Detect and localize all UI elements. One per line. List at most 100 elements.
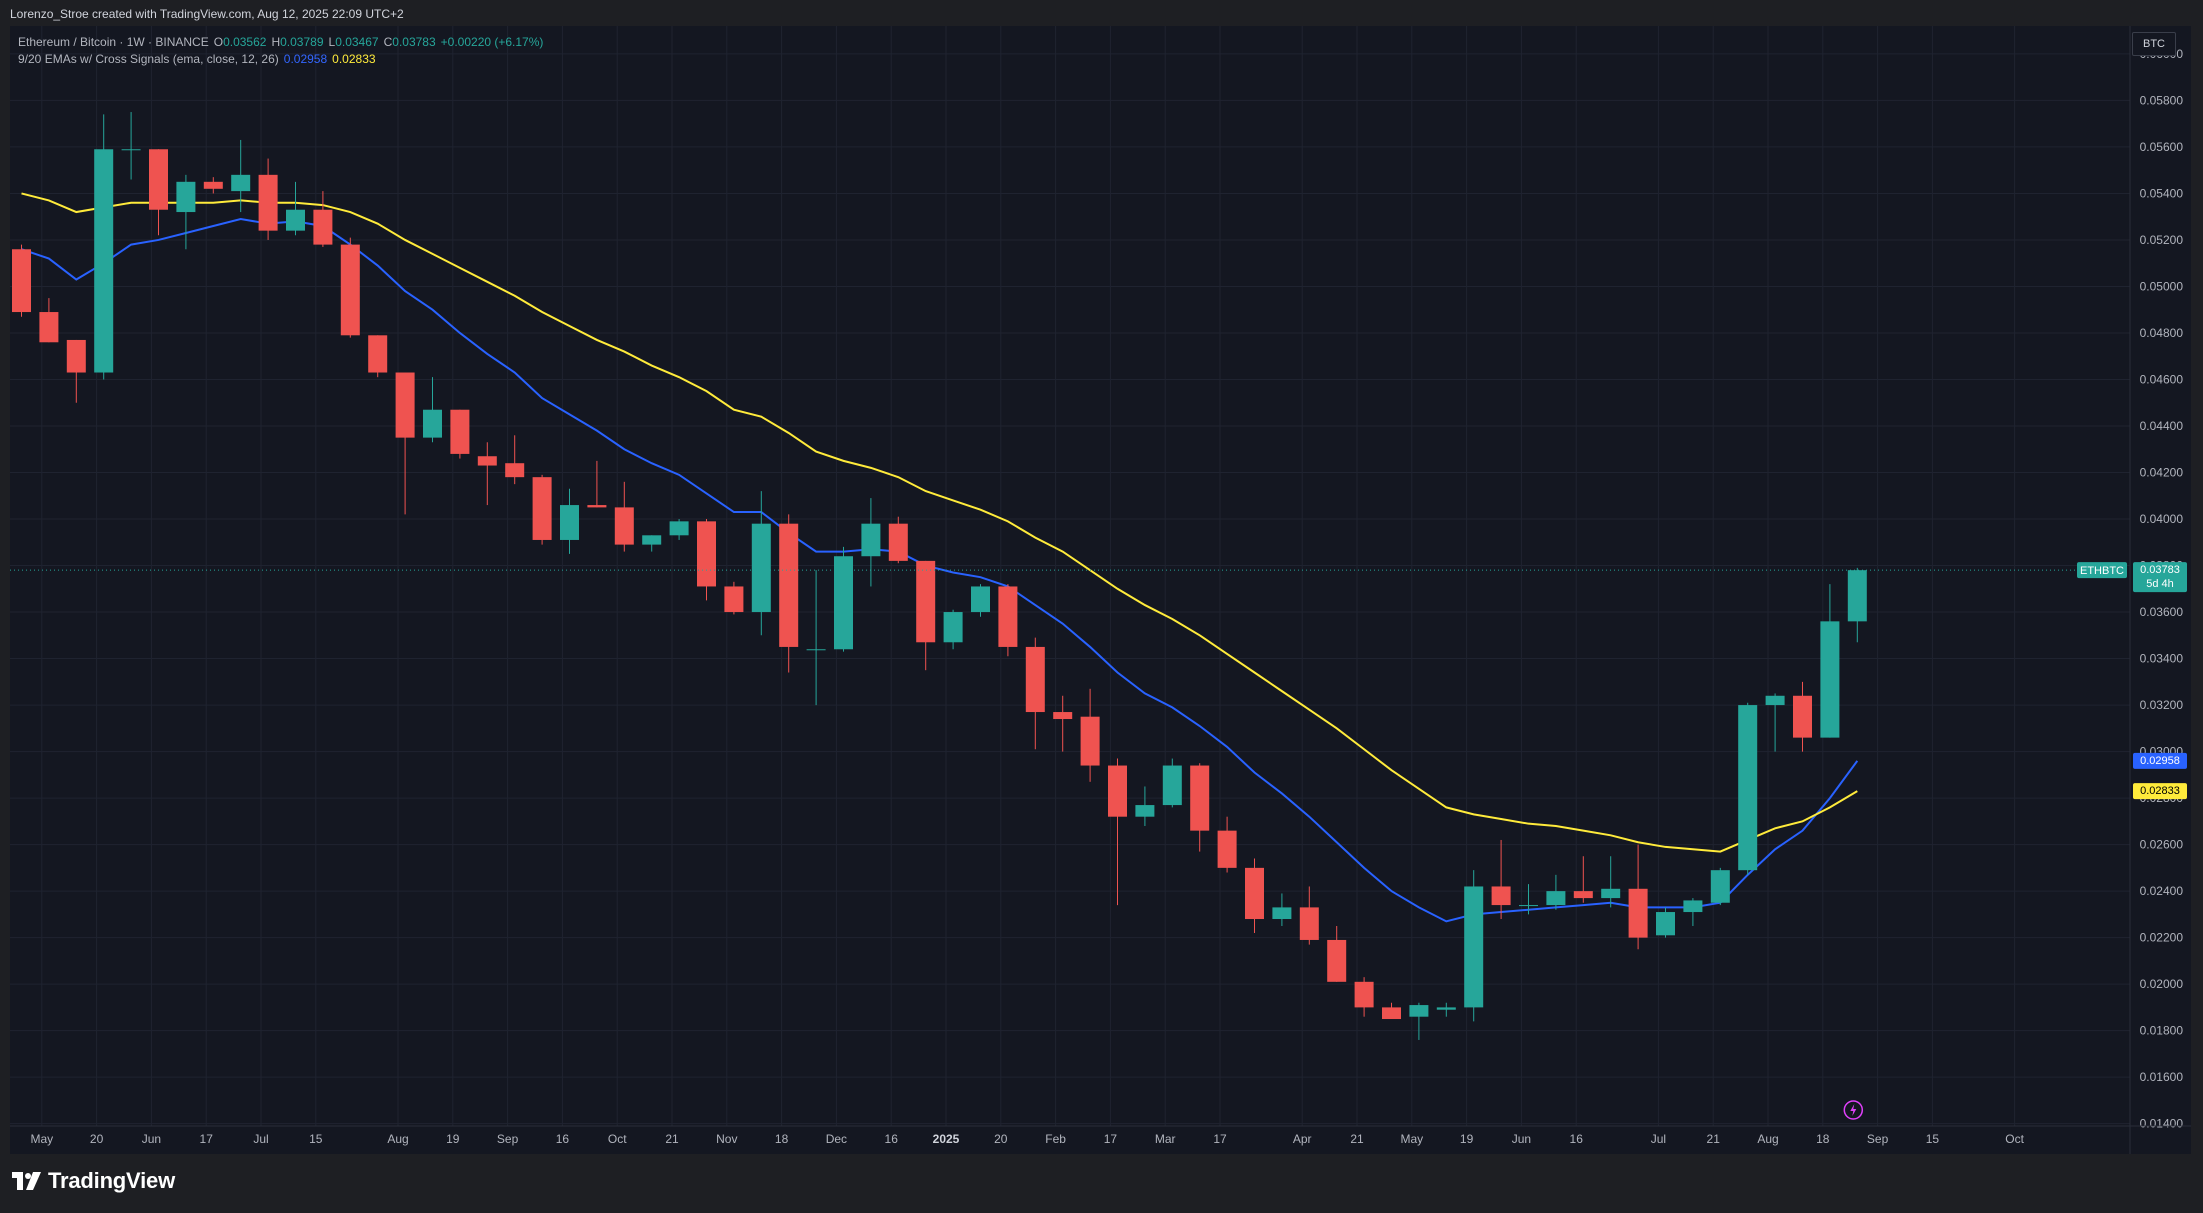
candle-body[interactable] xyxy=(505,463,525,478)
candle-body[interactable] xyxy=(806,649,826,651)
tradingview-logo[interactable]: TradingView xyxy=(12,1168,175,1194)
time-tick-label: 21 xyxy=(1350,1132,1364,1146)
candle-body[interactable] xyxy=(861,523,881,557)
price-chart[interactable]: 0.060000.058000.056000.054000.052000.050… xyxy=(0,0,2203,1154)
ema-slow-tag xyxy=(2133,783,2187,800)
price-tick-label: 0.04600 xyxy=(2140,372,2184,386)
candle-body[interactable] xyxy=(724,586,744,613)
candle-body[interactable] xyxy=(1601,888,1621,899)
candle-body[interactable] xyxy=(1382,1007,1401,1020)
candle-body[interactable] xyxy=(642,535,662,545)
candle-body[interactable] xyxy=(888,523,908,561)
candle-body[interactable] xyxy=(998,586,1018,647)
candle-body[interactable] xyxy=(1820,621,1840,738)
candle-body[interactable] xyxy=(423,409,442,438)
change-value: +0.00220 (+6.17%) xyxy=(440,35,544,49)
candle-body[interactable] xyxy=(1272,907,1292,920)
candle-body[interactable] xyxy=(1519,905,1538,907)
ema-line xyxy=(21,218,1859,923)
candle-body[interactable] xyxy=(450,409,470,454)
candle-body[interactable] xyxy=(1656,912,1675,936)
candle-body[interactable] xyxy=(1491,886,1511,906)
time-tick-label: Mar xyxy=(1155,1132,1176,1146)
candle-body[interactable] xyxy=(1354,981,1374,1008)
candle-body[interactable] xyxy=(176,181,196,213)
candle-body[interactable] xyxy=(1053,712,1073,720)
low-value: 0.03467 xyxy=(335,35,379,49)
time-tick-label: 20 xyxy=(90,1132,104,1146)
candle-body[interactable] xyxy=(340,244,360,336)
candle-body[interactable] xyxy=(1573,891,1593,899)
candle-body[interactable] xyxy=(971,586,990,613)
candle-body[interactable] xyxy=(697,521,716,587)
indicator-legend-row[interactable]: 9/20 EMAs w/ Cross Signals (ema, close, … xyxy=(18,51,543,68)
lightning-icon[interactable] xyxy=(1843,1100,1864,1120)
candle-body[interactable] xyxy=(395,372,415,438)
candle-body[interactable] xyxy=(1162,765,1182,806)
open-value: 0.03562 xyxy=(223,35,267,49)
candle-body[interactable] xyxy=(1327,939,1347,982)
price-tick-label: 0.05800 xyxy=(2140,93,2184,107)
candle-body[interactable] xyxy=(1299,907,1319,940)
price-tick-label: 0.05400 xyxy=(2140,186,2184,200)
candle-body[interactable] xyxy=(943,612,963,643)
symbol-title[interactable]: Ethereum / Bitcoin · 1W · BINANCE xyxy=(18,35,209,49)
candle-body[interactable] xyxy=(1683,900,1703,913)
candle-body[interactable] xyxy=(916,560,936,643)
time-tick-label: Sep xyxy=(497,1132,519,1146)
candle-body[interactable] xyxy=(12,249,31,313)
candle-body[interactable] xyxy=(1738,705,1758,871)
price-tick-label: 0.05200 xyxy=(2140,233,2184,247)
candle-body[interactable] xyxy=(1793,695,1812,738)
indicator-name[interactable]: 9/20 EMAs w/ Cross Signals (ema, close, … xyxy=(18,52,279,66)
candle-body[interactable] xyxy=(286,209,305,231)
candle-body[interactable] xyxy=(1546,891,1566,906)
time-tick-label: 17 xyxy=(200,1132,214,1146)
time-tick-label: 17 xyxy=(1213,1132,1227,1146)
time-tick-label: Feb xyxy=(1045,1132,1066,1146)
candle-body[interactable] xyxy=(1847,570,1867,622)
price-tick-label: 0.03600 xyxy=(2140,605,2184,619)
candle-body[interactable] xyxy=(313,209,333,245)
candle-body[interactable] xyxy=(587,505,607,508)
candle-body[interactable] xyxy=(1409,1005,1429,1017)
candle-body[interactable] xyxy=(1135,805,1155,817)
candle-body[interactable] xyxy=(258,174,278,231)
candle-body[interactable] xyxy=(1025,646,1045,713)
candle-body[interactable] xyxy=(1245,867,1264,920)
candle-body[interactable] xyxy=(1710,870,1730,903)
candle-body[interactable] xyxy=(1217,830,1237,868)
symbol-legend-row[interactable]: Ethereum / Bitcoin · 1W · BINANCE O0.035… xyxy=(18,34,543,51)
candle-body[interactable] xyxy=(66,339,86,373)
candle-body[interactable] xyxy=(1080,716,1100,766)
candle-body[interactable] xyxy=(1108,765,1127,817)
currency-button[interactable]: BTC xyxy=(2132,32,2176,56)
candle-body[interactable] xyxy=(231,174,251,192)
candle-body[interactable] xyxy=(779,523,799,647)
attribution-bar: Lorenzo_Stroe created with TradingView.c… xyxy=(0,0,2203,26)
candle-body[interactable] xyxy=(532,477,552,540)
candle-body[interactable] xyxy=(1765,695,1785,706)
price-tick-label: 0.04000 xyxy=(2140,512,2184,526)
candle-body[interactable] xyxy=(94,149,114,373)
candle-body[interactable] xyxy=(614,507,634,545)
chart-legend: Ethereum / Bitcoin · 1W · BINANCE O0.035… xyxy=(18,34,543,68)
price-tick-label: 0.02600 xyxy=(2140,838,2184,852)
candle-body[interactable] xyxy=(1436,1007,1456,1010)
candle-body[interactable] xyxy=(751,523,771,613)
close-value: 0.03783 xyxy=(392,35,436,49)
candle-body[interactable] xyxy=(149,149,168,210)
candle-body[interactable] xyxy=(1190,765,1210,831)
candle-body[interactable] xyxy=(368,335,388,373)
candle-body[interactable] xyxy=(121,149,141,151)
candle-body[interactable] xyxy=(834,556,853,650)
candle-body[interactable] xyxy=(203,181,223,189)
time-tick-label: Oct xyxy=(608,1132,627,1146)
candle-body[interactable] xyxy=(39,312,59,343)
chart-frame[interactable] xyxy=(10,26,2191,1154)
candle-body[interactable] xyxy=(669,521,689,536)
candle-body[interactable] xyxy=(477,456,497,466)
candle-body[interactable] xyxy=(560,505,579,540)
candle-body[interactable] xyxy=(1464,886,1484,1008)
candle-body[interactable] xyxy=(1628,888,1648,938)
